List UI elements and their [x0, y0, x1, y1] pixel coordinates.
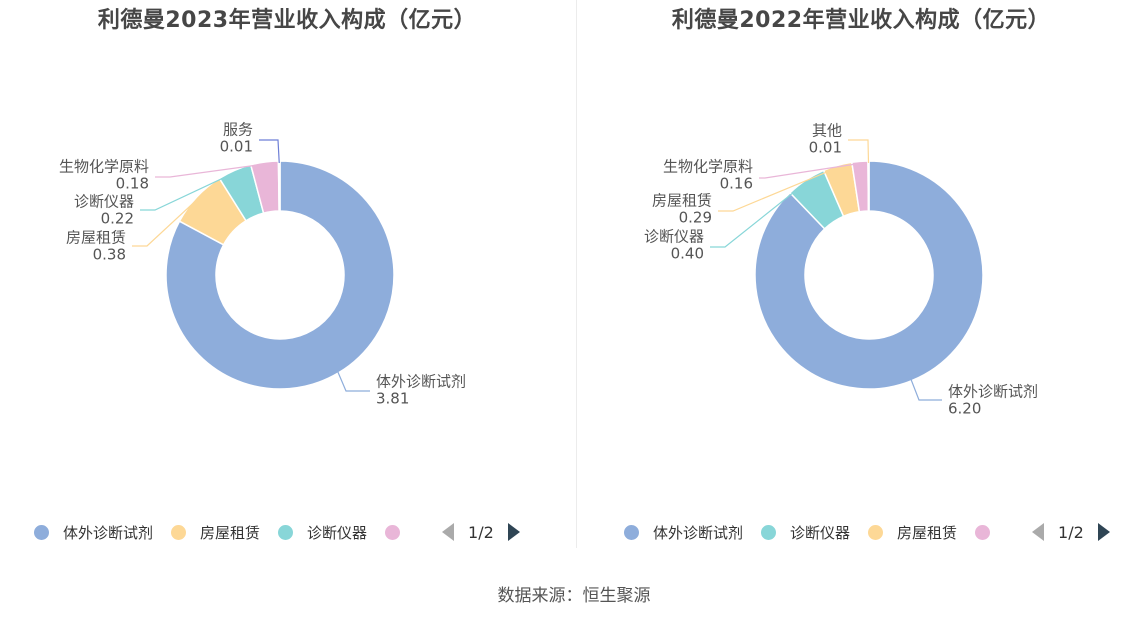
panel-divider [576, 0, 577, 548]
legend-page-indicator: 1/2 [468, 522, 494, 542]
slice-label-value: 0.22 [101, 210, 134, 228]
slice-label-name: 生物化学原料 [59, 158, 149, 176]
legend: 体外诊断试剂 诊断仪器 房屋租赁 1/2 [624, 520, 1110, 544]
legend-page-indicator: 1/2 [1058, 522, 1084, 542]
chart-panel-2023: 利德曼2023年营业收入构成（亿元） 体外诊断试剂 3.81 房屋租赁 0.38 诊断仪… [0, 0, 574, 560]
legend-dot [868, 524, 884, 540]
pie-slice[interactable] [867, 160, 870, 212]
legend-dot [385, 524, 401, 540]
slice-label-value: 0.18 [116, 175, 149, 193]
slice-label-value: 6.20 [948, 400, 981, 418]
chart-panel-2022: 利德曼2022年营业收入构成（亿元） 体外诊断试剂 6.20 诊断仪器 0.40 房屋租… [574, 0, 1148, 560]
leader-line [259, 139, 280, 164]
pie-slice[interactable] [165, 160, 395, 390]
legend-dot [975, 524, 991, 540]
leader-line [132, 198, 199, 247]
legend-item-truncated[interactable] [385, 524, 414, 540]
slice-label-value: 0.29 [679, 209, 712, 227]
slice-label-value: 0.01 [220, 138, 253, 156]
slice-label-value: 0.01 [809, 139, 842, 157]
slice-label-value: 0.40 [671, 245, 704, 263]
legend-dot [171, 524, 187, 540]
slice-label-name: 体外诊断试剂 [376, 373, 466, 391]
legend-item-in-vitro-reagents[interactable]: 体外诊断试剂 [624, 522, 743, 543]
legend: 体外诊断试剂 房屋租赁 诊断仪器 1/2 [34, 520, 520, 544]
legend-pager: 1/2 [1032, 523, 1110, 542]
leader-line [718, 166, 839, 212]
legend-label: 房屋租赁 [200, 523, 261, 542]
next-page-icon[interactable] [507, 523, 520, 541]
chart-title: 利德曼2022年营业收入构成（亿元） [671, 8, 1051, 33]
leader-line [910, 378, 942, 401]
legend-item-instruments[interactable]: 诊断仪器 [278, 522, 367, 543]
slice-label-name: 体外诊断试剂 [948, 383, 1038, 401]
legend-dot [278, 524, 294, 540]
data-source-note: 数据来源：恒生聚源 [497, 586, 651, 606]
chart-title: 利德曼2023年营业收入构成（亿元） [97, 8, 477, 33]
legend-item-in-vitro-reagents[interactable]: 体外诊断试剂 [34, 522, 153, 543]
legend-dot [761, 524, 777, 540]
slice-label-name: 房屋租赁 [66, 229, 126, 247]
leader-line [848, 139, 870, 164]
legend-label: 诊断仪器 [307, 523, 368, 542]
legend-dot [624, 524, 639, 540]
legend-label: 体外诊断试剂 [653, 523, 744, 542]
legend-item-truncated[interactable] [975, 524, 1004, 540]
slice-label-name: 服务 [223, 121, 253, 139]
leader-line [155, 163, 265, 178]
legend-item-instruments[interactable]: 诊断仪器 [761, 522, 850, 543]
slice-label-name: 其他 [812, 122, 842, 140]
legend-label: 体外诊断试剂 [63, 523, 154, 542]
legend-label: 房屋租赁 [897, 523, 958, 542]
leader-line [759, 162, 861, 179]
slice-label-value: 3.81 [376, 390, 409, 408]
slice-label-value: 0.16 [720, 175, 753, 193]
leader-line [710, 181, 808, 248]
pie-slice[interactable] [277, 160, 281, 212]
leader-line [140, 171, 236, 211]
slice-label-value: 0.38 [93, 246, 126, 264]
prev-page-icon[interactable] [442, 523, 455, 541]
slice-label-name: 诊断仪器 [74, 193, 134, 211]
next-page-icon[interactable] [1097, 523, 1110, 541]
slice-label-name: 房屋租赁 [652, 192, 712, 210]
pie-slice[interactable] [754, 160, 984, 390]
slice-label-name: 生物化学原料 [663, 158, 753, 176]
slice-label-name: 诊断仪器 [644, 228, 704, 246]
legend-dot [34, 524, 49, 540]
legend-item-rental[interactable]: 房屋租赁 [171, 522, 260, 543]
legend-pager: 1/2 [442, 523, 520, 542]
leader-line [336, 370, 370, 392]
legend-label: 诊断仪器 [790, 523, 851, 542]
prev-page-icon[interactable] [1032, 523, 1045, 541]
legend-item-rental[interactable]: 房屋租赁 [868, 522, 957, 543]
